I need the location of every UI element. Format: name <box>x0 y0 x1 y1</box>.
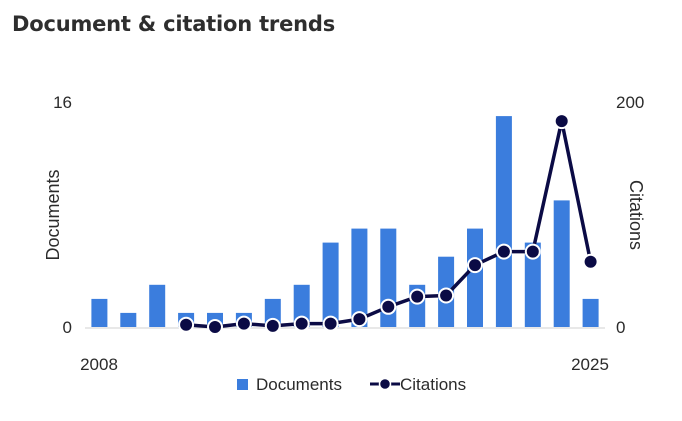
point-citations-2021 <box>467 257 483 274</box>
y-right-axis-title: Citations <box>626 180 646 250</box>
bar-documents-2010 <box>149 284 166 327</box>
bar-documents-2008 <box>91 298 108 327</box>
point-citations-2013 <box>235 315 252 332</box>
y-right-tick-max: 200 <box>616 93 644 112</box>
point-citations-2019 <box>409 288 426 305</box>
bar-documents-2015 <box>293 284 310 327</box>
point-citations-2014 <box>264 317 281 334</box>
point-citations-2022 <box>495 243 512 260</box>
point-citations-2015 <box>293 315 310 332</box>
y-left-axis-title: Documents <box>43 169 63 260</box>
x-tick-last: 2025 <box>571 355 609 374</box>
bar-documents-2009 <box>120 312 137 327</box>
bar-documents-2022 <box>495 116 512 327</box>
y-right-tick-min: 0 <box>616 318 625 337</box>
bar-documents-2016 <box>322 242 339 327</box>
bar-documents-2017 <box>351 228 368 327</box>
legend-label-citations: Citations <box>400 375 466 394</box>
legend-swatch-marker-citations <box>378 377 392 391</box>
bar-documents-2023 <box>524 242 541 327</box>
legend-label-documents: Documents <box>256 375 342 394</box>
point-citations-2018 <box>380 298 397 315</box>
point-citations-2024 <box>553 113 570 130</box>
point-citations-2016 <box>322 315 339 332</box>
bar-documents-2025 <box>582 298 599 327</box>
y-left-tick-max: 16 <box>53 93 72 112</box>
x-tick-first: 2008 <box>80 355 118 374</box>
point-citations-2025 <box>582 253 599 270</box>
legend-swatch-documents <box>237 379 248 390</box>
bar-documents-2024 <box>553 200 570 327</box>
point-citations-2017 <box>351 311 368 328</box>
point-citations-2023 <box>524 243 541 260</box>
y-left-tick-min: 0 <box>63 318 72 337</box>
point-citations-2011 <box>178 316 195 333</box>
point-citations-2020 <box>438 287 455 304</box>
bar-documents-2021 <box>467 228 483 327</box>
chart-title: Document & citation trends <box>12 12 336 36</box>
point-citations-2012 <box>207 319 223 335</box>
